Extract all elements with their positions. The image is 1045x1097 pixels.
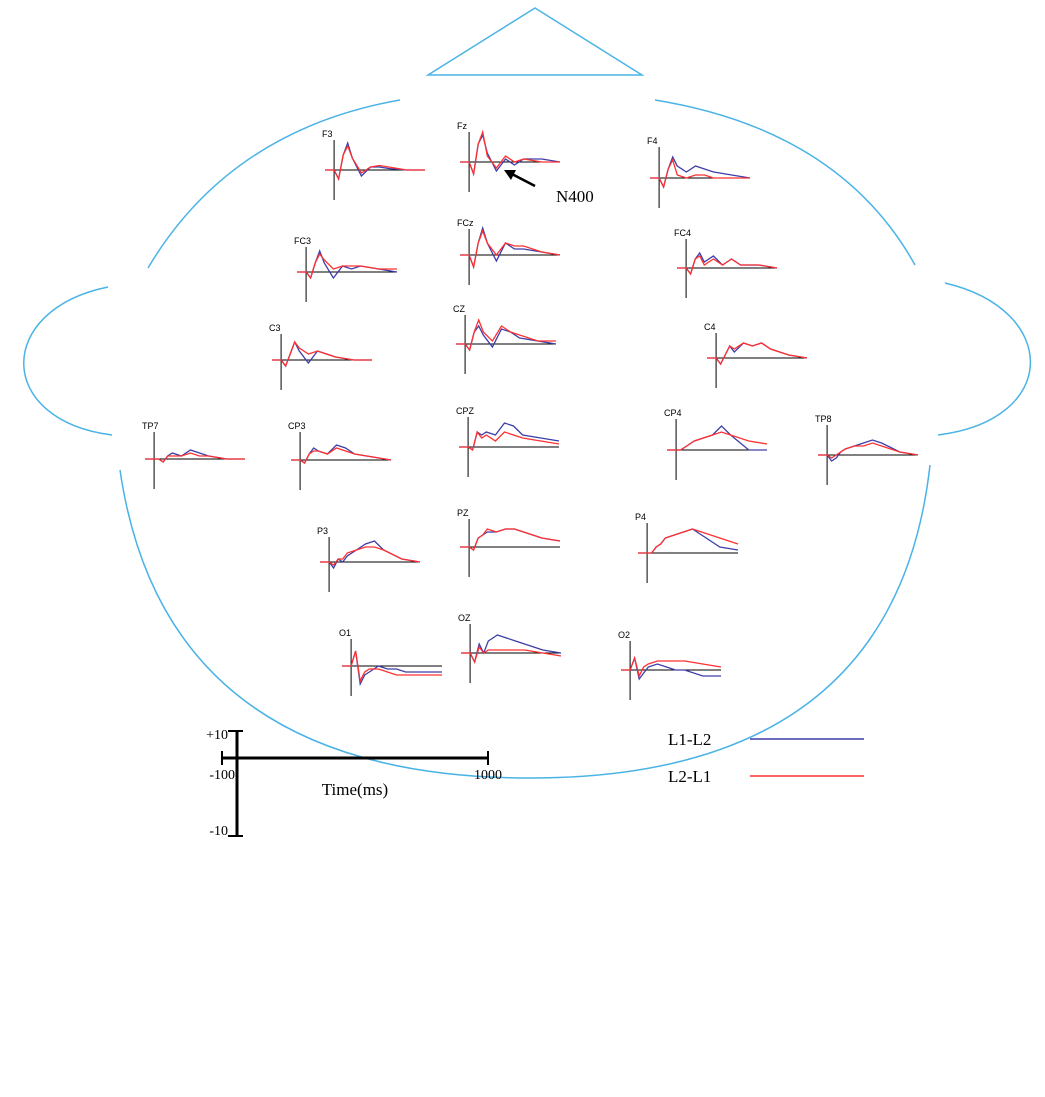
waveform xyxy=(461,645,562,664)
electrode-label: CZ xyxy=(453,304,465,314)
waveform xyxy=(460,528,561,551)
arrow-head xyxy=(504,170,516,180)
waveform xyxy=(621,655,722,678)
legend-label: L1-L2 xyxy=(668,730,711,749)
right-ear xyxy=(937,282,1032,436)
scale-label: 1000 xyxy=(474,768,502,783)
electrode-label: PZ xyxy=(457,508,469,518)
electrode-label: CP4 xyxy=(664,408,682,418)
electrode-label: F4 xyxy=(647,136,658,146)
n400-annotation: N400 xyxy=(504,170,594,206)
electrode-label: OZ xyxy=(458,613,471,623)
electrode-label: TP8 xyxy=(815,414,832,424)
waveform xyxy=(650,158,750,189)
scale-label: -10 xyxy=(209,824,228,839)
electrode-label: P3 xyxy=(317,526,328,536)
scalp-arc xyxy=(147,99,401,269)
scale-bar xyxy=(221,730,489,837)
waveform xyxy=(677,255,778,276)
scale-axis-title: Time(ms) xyxy=(322,780,388,799)
electrode-label: C4 xyxy=(704,322,716,332)
electrode-label: O2 xyxy=(618,630,630,640)
head-outline xyxy=(23,7,1032,779)
arrow xyxy=(509,171,536,188)
waveform xyxy=(667,425,767,451)
waveform xyxy=(272,340,372,368)
electrode-label: P4 xyxy=(635,512,646,522)
electrode-label: F3 xyxy=(322,129,333,139)
scalp-arc xyxy=(654,99,916,266)
annotation: N400 xyxy=(556,187,594,206)
waveform xyxy=(325,144,425,182)
electrode-label: FCz xyxy=(457,218,474,228)
nose xyxy=(425,7,645,76)
legend-label: L2-L1 xyxy=(668,767,711,786)
electrode-label: C3 xyxy=(269,323,281,333)
waveform xyxy=(460,229,561,270)
electrode-label: Fz xyxy=(457,121,467,131)
electrode-label: CPZ xyxy=(456,406,475,416)
waveform xyxy=(456,318,556,352)
scale-label: +10 xyxy=(206,728,228,743)
waveform xyxy=(638,528,739,554)
waveform xyxy=(459,430,560,452)
waveform xyxy=(320,546,421,566)
waveform xyxy=(342,650,442,684)
electrode-label: O1 xyxy=(339,628,351,638)
waveform xyxy=(818,442,919,459)
waveform xyxy=(707,342,808,366)
left-ear xyxy=(23,286,113,436)
scalp-arc xyxy=(119,464,931,779)
waveform xyxy=(291,447,392,464)
waveform xyxy=(145,452,245,463)
electrode-label: CP3 xyxy=(288,421,306,431)
waveform xyxy=(297,252,397,280)
waveform xyxy=(460,129,560,177)
waveform xyxy=(667,431,768,451)
electrode-label: FC4 xyxy=(674,228,691,238)
electrode-label: TP7 xyxy=(142,421,159,431)
electrode-label: FC3 xyxy=(294,236,311,246)
scale-label: -100 xyxy=(209,768,235,783)
legend: L1-L2 L2-L1 xyxy=(668,730,864,786)
waveform xyxy=(638,528,739,554)
